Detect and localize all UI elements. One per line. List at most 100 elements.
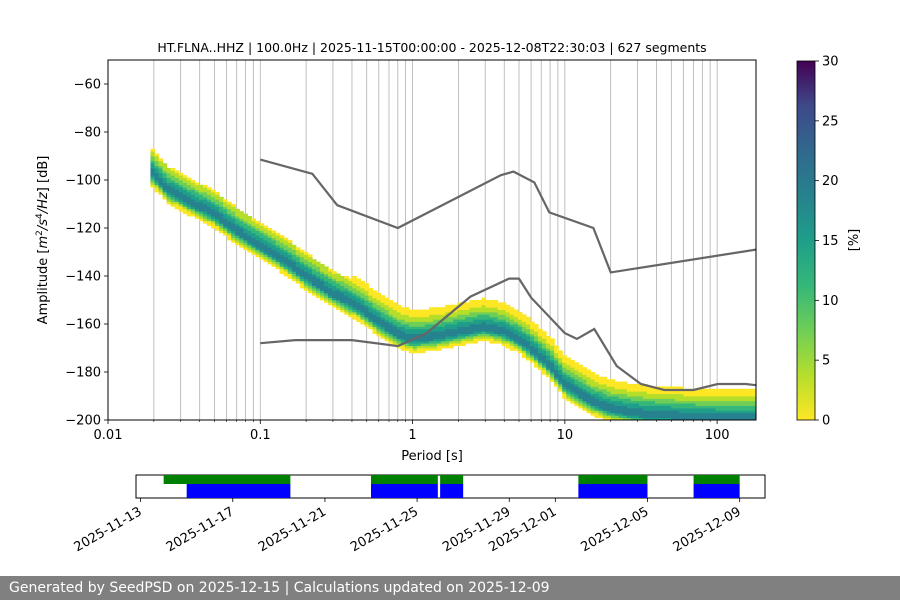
heatmap-cell xyxy=(324,268,329,272)
heatmap-cell xyxy=(715,417,721,420)
heatmap-cell xyxy=(202,196,208,200)
heatmap-cell xyxy=(610,417,616,420)
heatmap-cell xyxy=(332,278,337,282)
heatmap-cell xyxy=(433,314,438,318)
heatmap-cell xyxy=(215,213,220,217)
heatmap-cell xyxy=(562,367,567,370)
heatmap-cell xyxy=(731,391,737,394)
heatmap-cell xyxy=(655,391,660,394)
heatmap-cell xyxy=(324,273,329,277)
heatmap-cell xyxy=(437,331,442,334)
heatmap-cell xyxy=(703,388,709,392)
heatmap-cell xyxy=(211,211,216,214)
heatmap-cell xyxy=(501,338,507,342)
heatmap-cell xyxy=(352,288,357,291)
heatmap-cell xyxy=(501,328,507,332)
heatmap-cell xyxy=(364,319,370,322)
heatmap-cell xyxy=(279,235,285,238)
heatmap-cell xyxy=(352,304,357,308)
heatmap-cell xyxy=(235,220,240,224)
heatmap-cell xyxy=(747,396,753,399)
heatmap-cell xyxy=(186,192,192,195)
heatmap-cell xyxy=(198,199,204,202)
heatmap-cell xyxy=(735,417,741,420)
heatmap-cell xyxy=(259,230,265,234)
heatmap-cell xyxy=(719,396,725,399)
heatmap-cell xyxy=(691,400,697,404)
heatmap-cell xyxy=(388,340,394,344)
heatmap-cell xyxy=(408,312,414,315)
heatmap-cell xyxy=(388,321,394,325)
heatmap-cell xyxy=(315,295,321,298)
heatmap-cell xyxy=(630,417,636,420)
heatmap-cell xyxy=(150,163,156,166)
heatmap-cell xyxy=(235,240,240,243)
heatmap-cell xyxy=(638,400,644,404)
heatmap-cell xyxy=(562,374,567,378)
heatmap-cell xyxy=(521,355,527,358)
heatmap-cell xyxy=(505,319,511,322)
heatmap-cell xyxy=(429,348,434,351)
heatmap-cell xyxy=(550,362,555,366)
heatmap-cell xyxy=(328,290,333,294)
heatmap-cell xyxy=(307,271,313,274)
heatmap-cell xyxy=(667,408,672,411)
heatmap-cell xyxy=(642,410,648,414)
heatmap-cell xyxy=(295,280,301,284)
heatmap-cell xyxy=(735,393,741,397)
heatmap-cell xyxy=(206,189,212,193)
x-tick-label: 100 xyxy=(705,428,730,443)
heatmap-cell xyxy=(154,182,160,186)
colorbar-tick-label: 25 xyxy=(822,114,839,129)
heatmap-cell xyxy=(622,381,628,385)
heatmap-cell xyxy=(368,300,374,303)
heatmap-cell xyxy=(453,321,458,325)
heatmap-cell xyxy=(271,254,277,258)
heatmap-cell xyxy=(679,393,684,397)
heatmap-cell xyxy=(215,218,220,222)
heatmap-cell xyxy=(206,199,212,202)
heatmap-cell xyxy=(590,376,596,380)
heatmap-cell xyxy=(227,232,232,236)
heatmap-cell xyxy=(332,302,337,306)
heatmap-cell xyxy=(372,304,378,308)
heatmap-cell xyxy=(194,194,200,198)
heatmap-cell xyxy=(437,338,442,342)
heatmap-cell xyxy=(574,400,579,404)
y-tick-label: −140 xyxy=(65,270,101,285)
heatmap-cell xyxy=(663,412,668,416)
heatmap-cell xyxy=(586,400,592,404)
heatmap-cell xyxy=(384,324,390,327)
heatmap-cell xyxy=(513,328,519,332)
heatmap-cell xyxy=(497,336,503,339)
heatmap-cell xyxy=(751,388,756,392)
heatmap-cell xyxy=(279,252,285,255)
heatmap-cell xyxy=(267,256,273,260)
heatmap-cell xyxy=(735,391,741,394)
heatmap-cell xyxy=(388,304,394,308)
heatmap-cell xyxy=(429,331,434,334)
heatmap-cell xyxy=(578,403,584,406)
heatmap-cell xyxy=(703,396,709,399)
heatmap-cell xyxy=(469,340,475,344)
heatmap-cell xyxy=(509,319,515,322)
heatmap-cell xyxy=(154,170,160,174)
heatmap-cell xyxy=(659,410,664,414)
heatmap-cell xyxy=(711,403,717,406)
heatmap-cell xyxy=(465,302,470,306)
heatmap-cell xyxy=(368,312,374,315)
heatmap-cell xyxy=(279,240,285,243)
heatmap-cell xyxy=(275,252,281,255)
heatmap-cell xyxy=(606,415,612,418)
heatmap-cell xyxy=(525,319,531,322)
heatmap-cell xyxy=(344,309,349,313)
heatmap-cell xyxy=(671,386,676,390)
heatmap-cell xyxy=(392,314,398,318)
heatmap-cell xyxy=(251,223,257,226)
heatmap-cell xyxy=(582,381,588,385)
heatmap-cell xyxy=(348,295,353,298)
heatmap-cell xyxy=(275,259,281,262)
heatmap-cell xyxy=(651,393,656,397)
heatmap-cell xyxy=(251,225,257,229)
heatmap-cell xyxy=(194,196,200,200)
